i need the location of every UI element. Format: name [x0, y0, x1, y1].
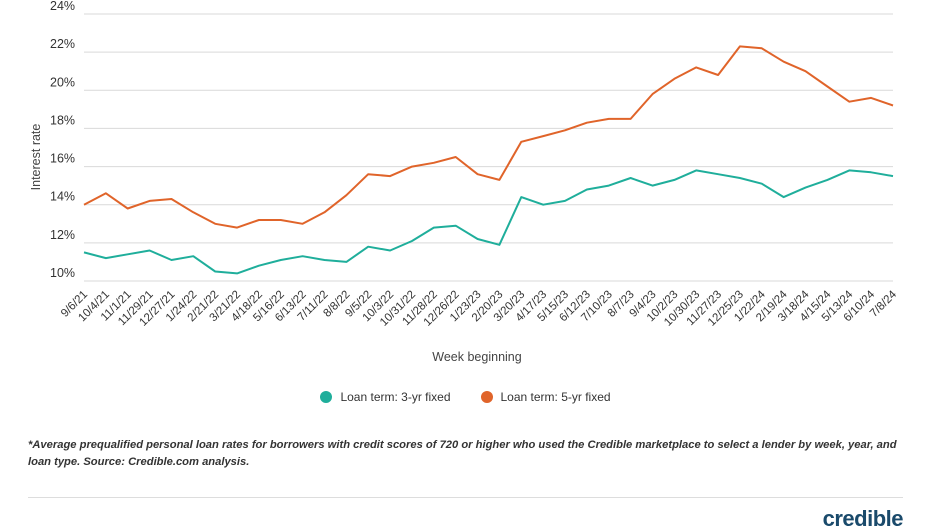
legend-marker-5yr	[480, 391, 493, 403]
y-axis-label: Interest rate	[29, 124, 43, 191]
x-axis-label: Week beginning	[432, 350, 521, 364]
legend: Loan term: 3-yr fixed Loan term: 5-yr fi…	[0, 390, 931, 404]
y-tick-label: 18%	[50, 113, 75, 127]
y-tick-label: 16%	[50, 152, 75, 166]
series-line-5yr	[83, 45, 894, 229]
footnote: *Average prequalified personal loan rate…	[28, 439, 897, 468]
series-line-3yr	[83, 169, 894, 275]
y-tick-label: 20%	[50, 75, 75, 89]
series-lines	[83, 45, 894, 275]
legend-marker-3yr	[320, 391, 333, 403]
credible-logo[interactable]: credible	[822, 506, 904, 531]
x-axis-ticks: 9/6/2110/4/2111/1/2111/29/2112/27/211/24…	[59, 288, 900, 329]
divider	[28, 497, 903, 498]
legend-label-3yr: Loan term: 3-yr fixed	[340, 390, 451, 404]
y-tick-label: 14%	[50, 190, 75, 204]
gridlines	[84, 13, 893, 282]
y-tick-label: 22%	[50, 37, 75, 51]
legend-item-5yr[interactable]: Loan term: 5-yr fixed	[480, 390, 611, 404]
y-axis-ticks: 10% 12% 14% 16% 18% 20% 22% 24%	[50, 0, 75, 280]
legend-label-5yr: Loan term: 5-yr fixed	[500, 390, 611, 404]
y-tick-label: 10%	[50, 266, 75, 280]
y-tick-label: 12%	[50, 228, 75, 242]
y-tick-label: 24%	[50, 0, 75, 13]
line-chart: 10% 12% 14% 16% 18% 20% 22% 24% 9/6/2110/4/2111…	[29, 0, 900, 364]
legend-item-3yr[interactable]: Loan term: 3-yr fixed	[320, 390, 451, 404]
